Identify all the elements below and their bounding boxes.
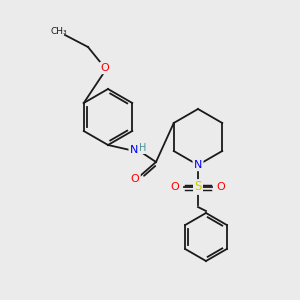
Text: S: S bbox=[194, 181, 202, 194]
Text: O: O bbox=[100, 63, 109, 73]
Text: N: N bbox=[130, 145, 138, 155]
Text: O: O bbox=[217, 182, 225, 192]
Text: O: O bbox=[171, 182, 179, 192]
Text: O: O bbox=[171, 182, 179, 192]
Text: N: N bbox=[130, 145, 138, 155]
Text: O: O bbox=[217, 182, 225, 192]
Text: CH₃: CH₃ bbox=[51, 28, 67, 37]
Text: O: O bbox=[130, 174, 140, 184]
Text: H: H bbox=[139, 143, 147, 153]
Text: N: N bbox=[194, 160, 202, 170]
Text: H: H bbox=[139, 143, 147, 153]
Text: O: O bbox=[130, 174, 140, 184]
Text: N: N bbox=[194, 160, 202, 170]
Text: O: O bbox=[100, 63, 109, 73]
Text: S: S bbox=[194, 181, 202, 194]
